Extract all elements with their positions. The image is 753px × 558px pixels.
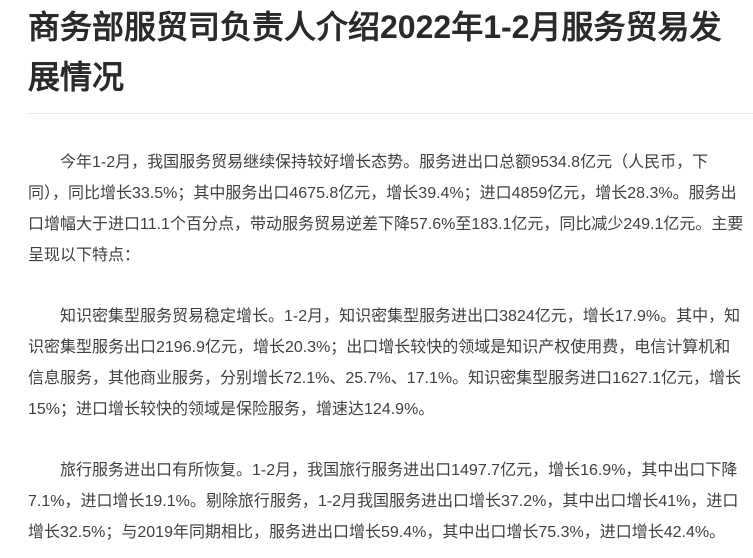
- article-body: 今年1-2月，我国服务贸易继续保持较好增长态势。服务进出口总额9534.8亿元（…: [28, 147, 745, 548]
- paragraph-travel-services: 旅行服务进出口有所恢复。1-2月，我国旅行服务进出口1497.7亿元，增长16.…: [28, 462, 739, 541]
- title-divider: [28, 113, 753, 114]
- paragraph-knowledge-intensive-services: 知识密集型服务贸易稳定增长。1-2月，知识密集型服务进出口3824亿元，增长17…: [28, 308, 742, 418]
- paragraph-overview: 今年1-2月，我国服务贸易继续保持较好增长态势。服务进出口总额9534.8亿元（…: [28, 154, 744, 264]
- page-title: 商务部服贸司负责人介绍2022年1-2月服务贸易发展情况: [28, 9, 722, 95]
